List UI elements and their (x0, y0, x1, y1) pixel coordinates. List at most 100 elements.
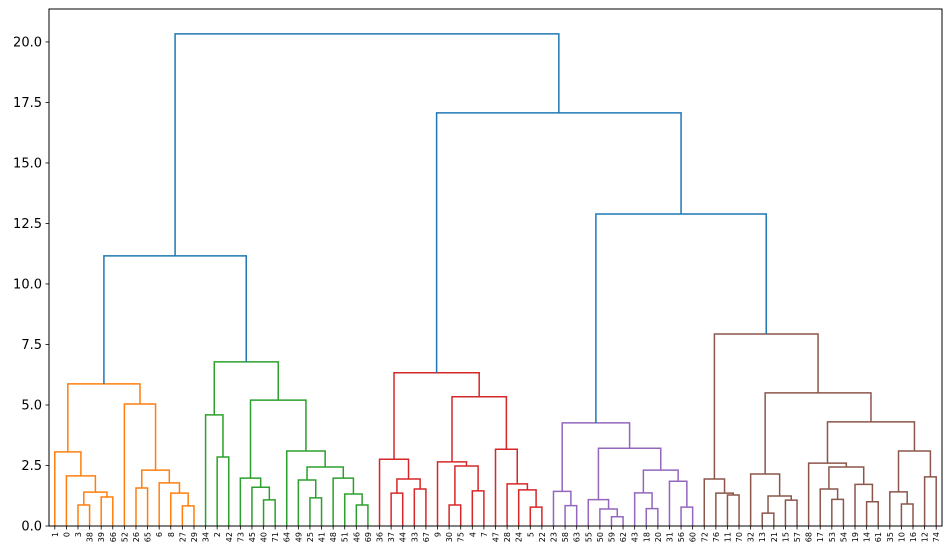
dendrogram-link (65, 475, 97, 526)
leaf-label: 18 (642, 532, 651, 542)
dendrogram-link (448, 504, 462, 526)
dendrogram-link (595, 213, 767, 423)
leaf-label: 35 (886, 532, 895, 542)
dendrogram-link (761, 512, 775, 526)
dendrogram-link (355, 504, 369, 526)
dendrogram-link (668, 480, 688, 526)
dendrogram-link (77, 504, 91, 526)
leaf-label: 55 (584, 532, 593, 542)
leaf-label: 38 (86, 532, 95, 542)
leaf-label: 24 (515, 532, 524, 542)
dendrogram-link (378, 458, 410, 526)
leaf-label: 6 (155, 532, 164, 537)
leaf-label: 57 (793, 532, 802, 542)
leaf-label: 31 (665, 532, 674, 542)
dendrogram-link (285, 450, 326, 526)
leaf-label: 36 (376, 532, 385, 542)
leaf-label: 34 (202, 532, 211, 542)
leaf-label: 64 (283, 532, 292, 542)
leaf-label: 51 (341, 532, 350, 542)
dendrogram-link (135, 487, 149, 526)
leaf-label: 54 (839, 532, 848, 542)
dendrogram-link (897, 450, 932, 492)
leaf-label: 76 (712, 532, 721, 542)
leaf-label: 37 (387, 532, 396, 542)
leaf-label: 9 (434, 532, 443, 537)
leaf-label: 27 (178, 532, 187, 542)
dendrogram-link (204, 414, 224, 526)
leaf-label: 10 (897, 532, 906, 542)
dendrogram-link (213, 361, 279, 415)
dendrogram-link (100, 496, 114, 526)
leaf-label: 47 (492, 532, 501, 542)
leaf-label: 63 (573, 532, 582, 542)
dendrogram-link (170, 492, 189, 526)
leaf-label: 30 (445, 532, 454, 542)
dendrogram-link (854, 483, 874, 526)
dendrogram-link (713, 333, 819, 480)
y-tick-label: 7.5 (21, 338, 42, 353)
plot-frame (48, 8, 943, 527)
dendrogram-link (564, 504, 578, 526)
y-axis: 0.0 2.5 5.0 7.5 10.0 12.5 15.0 17.5 20.0 (13, 35, 49, 535)
dendrogram-link (807, 462, 848, 526)
dendrogram-link (103, 255, 247, 384)
y-tick-label: 20.0 (13, 35, 42, 50)
leaf-label: 41 (318, 532, 327, 542)
leaf-label: 70 (735, 532, 744, 542)
leaf-label: 68 (805, 532, 814, 542)
leaf-label: 53 (828, 532, 837, 542)
leaf-label: 59 (607, 532, 616, 542)
leaf-label: 69 (364, 532, 373, 542)
leaf-label: 52 (120, 532, 129, 542)
leaf-label: 72 (700, 532, 709, 542)
dendrogram-link (239, 477, 262, 526)
leaf-label: 20 (654, 532, 663, 542)
dendrogram-link (552, 490, 572, 526)
dendrogram-link (413, 488, 427, 526)
leaf-label: 46 (352, 532, 361, 542)
leaf-label: 2 (213, 532, 222, 537)
dendrogram-link (749, 473, 781, 526)
dendrogram-link (865, 501, 879, 526)
dendrogram-link (506, 483, 529, 526)
leaf-label: 45 (248, 532, 257, 542)
y-tick-label: 15.0 (13, 156, 42, 171)
leaf-label: 15 (781, 532, 790, 542)
leaf-label: 28 (503, 532, 512, 542)
dendrogram-link (451, 396, 508, 462)
dendrogram-link (471, 490, 485, 526)
dendrogram-links (54, 33, 937, 526)
dendrogram-link (561, 422, 631, 492)
dendrogram-link (343, 493, 363, 526)
dendrogram-link (831, 498, 845, 526)
dendrogram-link (216, 456, 230, 526)
dendrogram-link (819, 488, 839, 526)
dendrogram-link (309, 497, 323, 526)
dendrogram-link (517, 489, 537, 526)
dendrogram-link (529, 506, 543, 526)
dendrogram-link (251, 486, 271, 526)
dendrogram-link (597, 447, 662, 500)
dendrogram-link (262, 499, 276, 526)
leaf-label: 71 (271, 532, 280, 542)
leaf-label: 50 (596, 532, 605, 542)
dendrogram-link (435, 112, 682, 373)
dendrogram-link (306, 466, 345, 481)
leaf-label: 73 (236, 532, 245, 542)
dendrogram-link (297, 479, 317, 526)
dendrogram-link (67, 383, 141, 452)
dendrogram-link (715, 492, 734, 526)
dendrogram-link (393, 372, 480, 460)
leaf-label: 19 (851, 532, 860, 542)
leaf-label: 39 (97, 532, 106, 542)
y-tick-label: 2.5 (21, 459, 42, 474)
y-tick-label: 10.0 (13, 277, 42, 292)
leaf-label: 49 (294, 532, 303, 542)
dendrogram-link (900, 503, 914, 526)
leaf-label: 4 (468, 532, 477, 537)
leaf-label: 74 (932, 532, 941, 542)
dendrogram-link (158, 482, 181, 526)
leaf-label: 60 (689, 532, 698, 542)
